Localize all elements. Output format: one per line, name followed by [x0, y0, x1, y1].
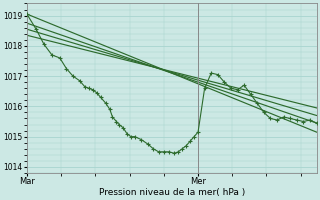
X-axis label: Pression niveau de la mer( hPa ): Pression niveau de la mer( hPa )	[99, 188, 245, 197]
